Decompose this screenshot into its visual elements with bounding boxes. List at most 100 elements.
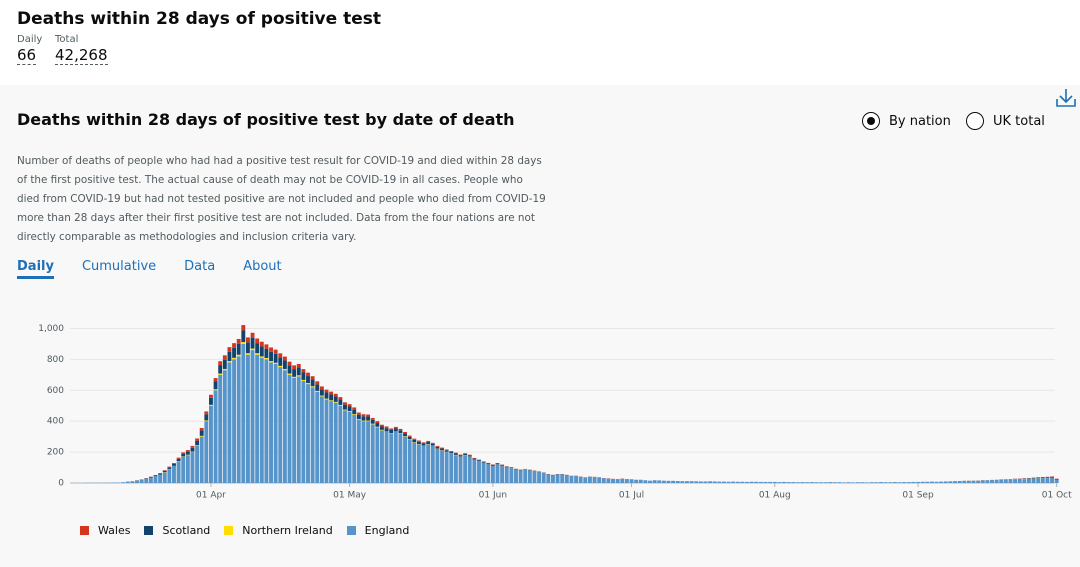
bar-segment [440, 450, 444, 483]
bar-segment [273, 353, 278, 363]
bar-segment [416, 440, 421, 442]
daily-value[interactable]: 66 [17, 46, 37, 65]
tab[interactable]: Daily [17, 259, 54, 279]
bar-segment [1040, 477, 1045, 479]
bar-segment [629, 479, 634, 483]
bar-segment [319, 395, 324, 397]
bar-segment [389, 433, 394, 483]
bar-segment [361, 414, 366, 417]
bar-segment [356, 414, 361, 420]
bar-segment [782, 481, 786, 483]
legend-item: Wales [80, 524, 130, 537]
bar-segment [347, 411, 352, 483]
bar-segment [315, 384, 320, 391]
download-icon[interactable] [1055, 87, 1077, 109]
radio-by-nation[interactable]: By nation [862, 112, 951, 130]
bar-segment [980, 480, 985, 483]
bar-segment [352, 407, 357, 410]
bar-segment [477, 461, 481, 483]
bar-segment [389, 429, 394, 434]
bar-segment [786, 482, 791, 483]
bar-segment [874, 482, 879, 483]
bar-segment [518, 470, 523, 483]
radio-uk-total[interactable]: UK total [966, 112, 1045, 130]
bar-segment [999, 479, 1004, 483]
x-tick-label: 01 Apr [196, 491, 226, 501]
bar-segment [329, 400, 334, 402]
bar-segment [514, 469, 518, 470]
bar-segment [361, 416, 366, 421]
bar-segment [356, 412, 361, 415]
bar-segment [380, 424, 384, 427]
bar-segment [218, 374, 223, 483]
bar-segment [269, 351, 273, 362]
bar-segment [920, 481, 925, 483]
bar-segment [916, 481, 920, 483]
bar-segment [366, 420, 371, 422]
legend: Wales Scotland Northern Ireland England [80, 524, 409, 537]
bar-segment [897, 482, 902, 483]
total-value[interactable]: 42,268 [55, 46, 108, 65]
bar-segment [966, 480, 971, 483]
bar-segment [758, 481, 763, 483]
bar-segment [398, 430, 403, 434]
bar-segment [726, 481, 731, 483]
bar-segment [199, 430, 204, 436]
bar-segment [398, 428, 403, 431]
bar-segment [819, 482, 823, 483]
tab[interactable]: Cumulative [81, 259, 157, 274]
bar-segment [490, 466, 495, 483]
bar-segment [906, 482, 911, 483]
bar-segment [560, 474, 565, 483]
bar-segment [375, 423, 380, 427]
bar-segment [509, 468, 514, 483]
legend-swatch [144, 526, 154, 535]
bar-segment [1013, 479, 1018, 483]
bar-segment [856, 482, 860, 483]
tab[interactable]: Data [184, 259, 216, 274]
bar-segment [241, 342, 246, 344]
legend-swatch [80, 526, 89, 535]
bar-segment [343, 410, 347, 483]
bar-segment [504, 467, 509, 483]
bar-segment [213, 378, 218, 382]
bar-segment [287, 361, 292, 366]
bar-segment [537, 472, 542, 483]
total-stat: Total 42,268 [55, 34, 108, 65]
bar-segment [814, 482, 819, 483]
bar-segment [245, 337, 250, 343]
bar-segment [555, 474, 560, 483]
bar-segment [153, 475, 158, 477]
bar-segment [375, 426, 380, 428]
bar-segment [296, 364, 301, 368]
bar-segment [282, 356, 287, 361]
bar-segment [453, 455, 458, 483]
tab[interactable]: About [243, 259, 282, 274]
bar-segment [444, 450, 449, 452]
bar-segment [430, 443, 435, 446]
bar-segment [962, 480, 967, 483]
bar-segment [934, 481, 939, 483]
bar-segment [167, 467, 172, 469]
bar-segment [694, 481, 699, 483]
bar-segment [384, 426, 389, 429]
bar-segment [125, 481, 130, 483]
bar-segment [925, 481, 930, 483]
legend-swatch [224, 526, 234, 535]
bar-segment [805, 482, 810, 483]
bar-segment [453, 453, 458, 455]
bar-segment [486, 464, 491, 483]
bar-segment [624, 479, 629, 483]
bar-segment [504, 466, 509, 468]
bar-segment [213, 389, 218, 391]
bar-segment [615, 479, 620, 483]
bar-segment [310, 379, 315, 387]
bar-segment [749, 481, 754, 483]
bar-segment [564, 475, 569, 483]
bar-segment [481, 462, 486, 483]
bar-segment [315, 391, 320, 483]
bar-segment [892, 482, 897, 483]
bar-segment [680, 481, 685, 483]
bar-segment [735, 481, 740, 483]
